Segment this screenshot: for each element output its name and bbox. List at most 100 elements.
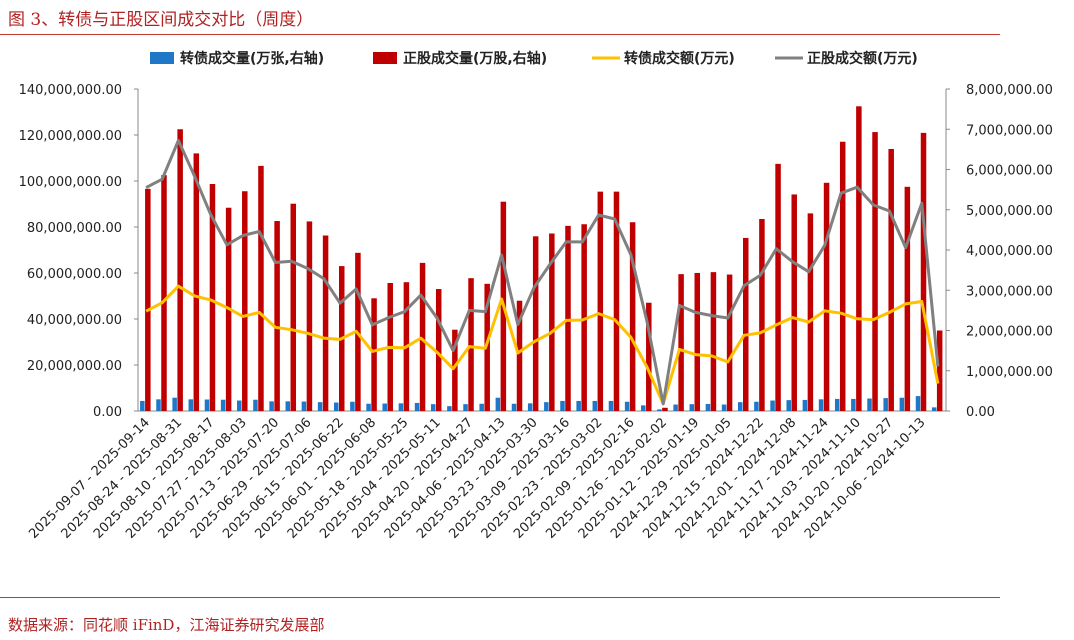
stock-volume-bar bbox=[581, 224, 587, 411]
cb-volume-bar bbox=[172, 397, 177, 411]
y-right-tick-label: 0.00 bbox=[966, 405, 995, 420]
stock-volume-bar bbox=[629, 222, 636, 411]
y-right-tick-label: 7,000,000.00 bbox=[966, 123, 1053, 138]
stock-volume-bar bbox=[872, 132, 878, 411]
legend-label: 正股成交量(万股,右轴) bbox=[403, 50, 547, 67]
cb-volume-bar bbox=[754, 401, 759, 411]
cb-volume-bar bbox=[253, 399, 258, 411]
cb-volume-bar bbox=[738, 402, 743, 411]
cb-volume-bar bbox=[851, 398, 856, 411]
cb-volume-bar bbox=[463, 404, 468, 411]
stock-volume-bar bbox=[419, 262, 426, 411]
y-right-tick-label: 3,000,000.00 bbox=[966, 284, 1053, 299]
stock-volume-bar bbox=[694, 272, 701, 411]
cb-volume-bar bbox=[673, 404, 678, 411]
cb-volume-bar bbox=[366, 403, 371, 411]
y-right-tick-label: 5,000,000.00 bbox=[966, 204, 1053, 219]
y-right-tick-label: 2,000,000.00 bbox=[966, 325, 1053, 340]
stock-volume-bar bbox=[823, 182, 830, 411]
stock-volume-bar bbox=[306, 221, 313, 411]
stock-volume-bar bbox=[565, 225, 571, 411]
stock-volume-bar bbox=[242, 191, 248, 411]
y-right-tick-label: 1,000,000.00 bbox=[966, 365, 1053, 380]
cb-volume-bar bbox=[511, 403, 517, 411]
cb-volume-bar bbox=[414, 402, 420, 411]
cb-volume-bar bbox=[495, 397, 501, 411]
stock-volume-bar bbox=[258, 165, 264, 411]
cb-volume-bar bbox=[608, 400, 614, 411]
stock-volume-bar bbox=[177, 129, 183, 411]
stock-volume-bar bbox=[597, 191, 604, 411]
y-right-tick-label: 4,000,000.00 bbox=[966, 244, 1053, 259]
cb-volume-bar bbox=[915, 396, 921, 411]
cb-volume-bar bbox=[931, 407, 937, 411]
legend-label: 转债成交额(万元) bbox=[624, 50, 735, 67]
axes: 0.00 20,000,000.00 40,000,000.00 60,000,000… bbox=[19, 83, 1053, 420]
cb-volume-bar bbox=[560, 400, 565, 411]
figure-title: 图 3、转债与正股区间成交对比（周度） bbox=[8, 10, 314, 30]
stock-volume-bar bbox=[532, 236, 539, 411]
stock-volume-bar bbox=[193, 153, 200, 411]
top-rule bbox=[0, 34, 1000, 35]
cb-volume-bar bbox=[721, 404, 727, 411]
bottom-rule bbox=[0, 597, 1000, 598]
stock-volume-bar bbox=[839, 141, 846, 412]
cb-volume-bar bbox=[899, 397, 905, 411]
stock-volume-bar bbox=[791, 194, 797, 411]
stock-volume-bar bbox=[274, 221, 280, 411]
stock-volume-bar bbox=[161, 175, 167, 411]
stock-volume-bar bbox=[468, 278, 474, 411]
stock-volume-bar bbox=[209, 183, 216, 411]
combo-chart: 转债成交量(万张,右轴) 正股成交量(万股,右轴) 转债成交额(万元) 正股成交额(万… bbox=[19, 50, 1053, 542]
y-left-tick-label: 20,000,000.00 bbox=[27, 359, 122, 374]
cb-volume-bar bbox=[188, 399, 194, 411]
cb-volume-bar bbox=[689, 404, 695, 411]
stock-volume-bar bbox=[807, 213, 814, 411]
stock-volume-bar bbox=[726, 274, 733, 411]
cb-amount-line bbox=[145, 284, 940, 406]
stock-volume-bar bbox=[549, 233, 555, 411]
cb-volume-bar bbox=[447, 406, 452, 411]
cb-volume-bar bbox=[802, 399, 808, 411]
y-left-tick-label: 0.00 bbox=[93, 405, 122, 420]
cb-volume-bar bbox=[883, 398, 888, 411]
y-left-tick-label: 60,000,000.00 bbox=[27, 267, 122, 282]
cb-volume-bar bbox=[624, 401, 630, 411]
cb-volume-bar bbox=[705, 403, 711, 411]
cb-volume-bar bbox=[269, 401, 274, 411]
stock-volume-bar bbox=[435, 289, 442, 411]
stock-volume-bar bbox=[904, 186, 911, 411]
stock-volume-bar bbox=[759, 219, 765, 411]
stock-volume-bar bbox=[322, 235, 329, 411]
cb-volume-bar bbox=[140, 400, 145, 411]
cb-volume-bar bbox=[786, 400, 791, 411]
cb-volume-bar bbox=[770, 400, 775, 411]
stock-volume-bar bbox=[613, 191, 620, 411]
stock-volume-bar bbox=[936, 330, 943, 411]
cb-volume-bar bbox=[237, 400, 242, 411]
cb-volume-bar bbox=[657, 409, 662, 411]
legend-label: 转债成交量(万张,右轴) bbox=[180, 50, 324, 67]
y-left-tick-label: 100,000,000.00 bbox=[19, 175, 122, 190]
stock-volume-bar bbox=[290, 203, 297, 411]
stock-amount-line bbox=[145, 139, 940, 406]
y-left-tick-label: 120,000,000.00 bbox=[19, 129, 122, 144]
stock-volume-bar bbox=[516, 300, 523, 411]
legend-swatch bbox=[150, 52, 174, 64]
legend: 转债成交量(万张,右轴) 正股成交量(万股,右轴) 转债成交额(万元) 正股成交额(万… bbox=[150, 50, 918, 67]
cb-volume-bar bbox=[527, 403, 533, 411]
stock-volume-bar bbox=[775, 163, 781, 411]
legend-swatch bbox=[373, 52, 397, 64]
cb-volume-bar bbox=[334, 402, 339, 411]
y-left-tick-label: 140,000,000.00 bbox=[19, 83, 122, 98]
cb-volume-bar bbox=[350, 401, 355, 411]
y-left-tick-label: 40,000,000.00 bbox=[27, 313, 122, 328]
cb-volume-bar bbox=[641, 405, 646, 411]
stock-volume-bar bbox=[710, 272, 717, 411]
cb-volume-bar bbox=[317, 402, 323, 411]
stock-volume-bar bbox=[743, 237, 749, 411]
cb-volume-bar bbox=[204, 399, 210, 411]
cb-volume-bar bbox=[544, 402, 549, 411]
cb-volume-bar bbox=[479, 403, 484, 411]
